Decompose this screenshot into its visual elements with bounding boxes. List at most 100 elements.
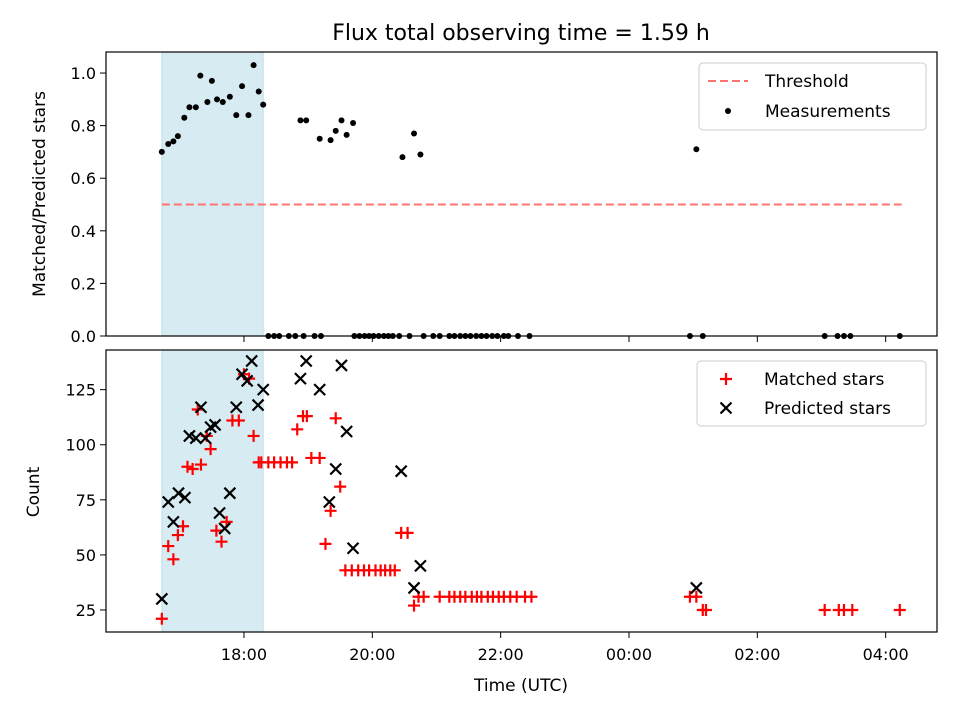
- data-point: [693, 146, 700, 153]
- data-point: [350, 120, 357, 126]
- legend: Matched stars Predicted stars: [696, 360, 927, 427]
- data-point: [286, 456, 299, 469]
- data-point: [167, 515, 180, 529]
- y-tick-label: 25: [76, 601, 96, 620]
- data-point: [690, 590, 703, 603]
- legend-box: [696, 360, 927, 427]
- x-tick-label: 20:00: [349, 645, 395, 664]
- bottom-y-axis-label: Count: [24, 466, 44, 517]
- legend-box: [698, 62, 927, 131]
- legend-predicted-label: Predicted stars: [764, 399, 891, 419]
- data-point: [251, 398, 265, 412]
- data-point: [155, 612, 168, 625]
- bottom-panel-counts: 25 50 75 100 125 18:00 20:00 22:00 00:00 02:00 04:…: [65, 349, 938, 664]
- data-point: [294, 372, 307, 385]
- shaded-span: [161, 349, 264, 633]
- y-tick-label: 100: [65, 436, 96, 455]
- y-tick-label: 125: [65, 381, 96, 400]
- series-predicted-stars: [155, 354, 703, 606]
- x-tick-label: 02:00: [734, 645, 780, 664]
- series-matched-stars: [155, 368, 906, 625]
- axes-frame: [105, 51, 938, 337]
- data-point: [170, 138, 177, 145]
- data-point: [388, 564, 401, 577]
- legend-measurements-swatch: [725, 108, 731, 114]
- x-tick-label: 00:00: [606, 645, 652, 664]
- y-tick-label: 0.4: [71, 222, 96, 241]
- chart-title: Flux total observing time = 1.59 h: [332, 21, 710, 46]
- data-point: [313, 383, 326, 396]
- data-point: [335, 359, 348, 372]
- y-tick-label: 50: [76, 546, 96, 565]
- top-y-axis-label: Matched/Predicted stars: [30, 91, 50, 297]
- data-point: [204, 443, 217, 456]
- data-point: [255, 88, 262, 95]
- data-point: [189, 431, 203, 445]
- legend-matched-swatch: [720, 373, 732, 385]
- data-point: [324, 504, 337, 517]
- data-point: [208, 77, 215, 84]
- data-point: [219, 98, 226, 105]
- shaded-span: [161, 51, 264, 337]
- data-point: [338, 117, 345, 124]
- data-point: [414, 559, 427, 573]
- data-point: [407, 581, 421, 595]
- data-point: [525, 590, 538, 603]
- data-point: [194, 458, 207, 471]
- data-point: [401, 526, 414, 539]
- data-point: [165, 141, 172, 148]
- data-point: [690, 581, 703, 595]
- data-point: [313, 451, 326, 464]
- data-point: [192, 104, 199, 111]
- data-point: [233, 112, 240, 119]
- data-point: [329, 462, 343, 476]
- data-point: [399, 154, 406, 161]
- data-point: [197, 72, 204, 79]
- y-tick-label: 1.0: [71, 64, 96, 83]
- data-point: [215, 535, 228, 548]
- data-point: [229, 401, 243, 414]
- data-point: [323, 495, 336, 509]
- data-point: [291, 423, 304, 436]
- data-point: [327, 137, 334, 144]
- top-panel-ratio: 0.0 0.2 0.4 0.6 0.8 1.0 Threshold Measurements: [71, 51, 938, 346]
- x-tick-label: 22:00: [478, 645, 524, 664]
- data-point: [417, 151, 424, 158]
- data-point: [167, 553, 180, 566]
- data-point: [218, 522, 231, 535]
- data-point: [232, 414, 245, 427]
- data-point: [240, 374, 254, 388]
- data-point: [199, 431, 212, 445]
- data-point: [394, 464, 408, 478]
- data-point: [340, 425, 353, 438]
- legend-measurements-label: Measurements: [765, 102, 891, 122]
- data-point: [256, 383, 270, 396]
- data-point: [411, 130, 418, 137]
- data-point: [299, 354, 313, 368]
- data-point: [343, 131, 350, 138]
- data-point: [226, 93, 233, 100]
- legend: Threshold Measurements: [698, 62, 927, 131]
- data-point: [300, 410, 313, 423]
- x-axis-label: Time (UTC): [473, 676, 568, 696]
- data-point: [846, 603, 859, 616]
- data-point: [214, 96, 221, 103]
- data-point: [316, 135, 323, 142]
- data-point: [210, 524, 223, 537]
- data-point: [161, 495, 175, 509]
- data-point: [245, 112, 252, 119]
- y-tick-label: 0.8: [71, 117, 96, 136]
- legend-threshold-label: Threshold: [764, 72, 849, 92]
- x-tick-label: 04:00: [863, 645, 909, 664]
- x-tick-label: 18:00: [221, 645, 267, 664]
- data-point: [250, 62, 257, 69]
- data-point: [174, 133, 181, 140]
- data-point: [181, 114, 188, 121]
- data-point: [260, 101, 267, 108]
- data-point: [893, 603, 906, 616]
- legend-predicted-swatch: [719, 401, 733, 415]
- data-point: [208, 418, 222, 432]
- data-point: [408, 599, 421, 612]
- data-point: [186, 104, 193, 111]
